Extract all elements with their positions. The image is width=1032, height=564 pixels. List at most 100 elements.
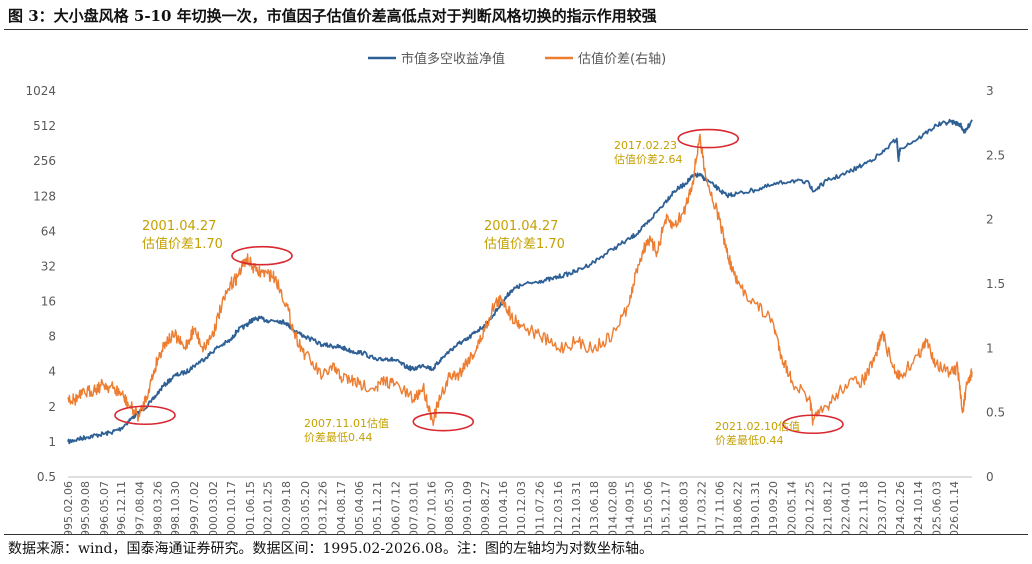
x-tick-label: 2025.06.03: [930, 481, 943, 534]
x-tick-label: 2022.11.18: [858, 481, 871, 534]
y-left-tick-label: 512: [33, 119, 56, 133]
x-tick-label: 1996.05.07: [98, 481, 111, 534]
y-left-tick-label: 0.5: [37, 470, 56, 484]
x-tick-label: 2006.07.12: [389, 481, 402, 534]
x-tick-label: 2008.05.30: [443, 481, 456, 534]
x-tick-label: 2003.05.20: [299, 481, 312, 534]
x-tick-label: 2002.01.25: [262, 481, 275, 534]
x-tick-label: 2012.03.16: [552, 481, 565, 534]
x-tick-label: 2017.11.06: [714, 481, 727, 534]
annotation-line1: 2001.04.27: [484, 219, 558, 234]
source-note: 数据来源：wind，国泰海通证券研究。数据区间：1995.02-2026.08。…: [8, 541, 653, 557]
x-tick-label: 2026.01.14: [948, 481, 961, 534]
x-tick-label: 2015.05.06: [642, 481, 655, 534]
x-tick-label: 2024.02.26: [894, 481, 907, 534]
x-tick-label: 2007.10.16: [425, 481, 438, 534]
x-tick-label: 1996.12.11: [115, 481, 128, 534]
x-tick-label: 2000.10.17: [225, 481, 238, 534]
x-tick-label: 1995.02.06: [62, 481, 75, 534]
x-tick-label: 2021.08.12: [821, 481, 834, 534]
annotation-line1: 2007.11.01估值: [304, 417, 389, 430]
annotation-line2: 价差最低0.44: [715, 433, 784, 447]
annotation-line1: 2001.04.27: [142, 219, 216, 234]
annotation-line2: 价差最低0.44: [304, 430, 373, 444]
y-left-tick-label: 1024: [25, 84, 56, 98]
x-tick-label: 2018.06.22: [731, 481, 744, 534]
highlight-ellipse: [231, 245, 293, 266]
x-axis: 1995.02.06 1995.09.08 1996.05.07 1996.12.11…: [62, 476, 972, 534]
legend: 市值多空收益净值 估值价差(右轴): [368, 51, 666, 67]
y-left-tick-label: 64: [41, 224, 56, 238]
y-right-tick-label: 2: [986, 213, 994, 227]
spread-series-line: [67, 133, 973, 426]
x-tick-label: 2019.01.31: [749, 481, 762, 534]
y-left-tick-label: 1: [48, 435, 56, 449]
y-right-tick-label: 0.5: [986, 406, 1005, 420]
highlight-ellipse: [114, 405, 176, 426]
annotation-layer: 2001.04.27估值价差1.702007.11.01估值价差最低0.4420…: [142, 139, 800, 447]
x-tick-label: 2022.04.01: [840, 481, 853, 534]
y-right-tick-label: 0: [986, 470, 994, 484]
figure-title: 图 3：大小盘风格 5-10 年切换一次，市值因子估值价差高低点对于判断风格切换…: [8, 7, 657, 25]
x-tick-label: 2003.12.26: [316, 481, 329, 534]
chart-area: 市值多空收益净值 估值价差(右轴) 0.512481632641282565121…: [25, 51, 1005, 534]
title-rule: [4, 29, 1028, 30]
x-tick-label: 2010.12.03: [515, 481, 528, 534]
annotation-line2: 估值价差2.64: [614, 152, 683, 166]
x-tick-label: 1999.07.02: [188, 481, 201, 534]
x-tick-label: 2002.09.18: [280, 481, 293, 534]
x-tick-label: 1998.03.26: [152, 481, 165, 534]
y-right-tick-label: 3: [986, 84, 994, 98]
x-tick-label: 2015.12.17: [659, 481, 672, 534]
y-left-tick-label: 16: [41, 295, 56, 309]
x-tick-label: 2009.08.27: [479, 481, 492, 534]
x-tick-label: 2013.06.18: [588, 481, 601, 534]
x-tick-label: 2000.03.02: [207, 481, 220, 534]
x-tick-label: 2020.12.25: [803, 481, 816, 534]
y-left-tick-label: 2: [48, 400, 56, 414]
y-right-axis: 0 0.5 1 1.5 2 2.5 3: [986, 84, 1005, 484]
source-rule: [4, 534, 1028, 535]
annotation-line2: 估值价差1.70: [484, 236, 565, 252]
x-tick-label: 2019.09.20: [767, 481, 780, 534]
annotation-line1: 2017.02.23: [614, 139, 677, 152]
x-tick-label: 2011.07.26: [534, 481, 547, 534]
annotation-line2: 估值价差1.70: [142, 236, 223, 252]
x-tick-label: 2024.10.14: [912, 481, 925, 534]
x-tick-label: 1998.10.30: [169, 481, 182, 534]
y-left-tick-label: 256: [33, 154, 56, 168]
y-left-tick-label: 8: [48, 330, 56, 344]
nav-series-line: [67, 118, 973, 445]
highlight-layer: [114, 128, 844, 435]
y-left-tick-label: 128: [33, 189, 56, 203]
x-tick-label: 2012.10.31: [570, 481, 583, 534]
x-tick-label: 2010.04.16: [497, 481, 510, 534]
annotation-line1: 2021.02.10估值: [715, 420, 800, 433]
x-tick-label: 2017.03.22: [696, 481, 709, 534]
y-right-tick-label: 2.5: [986, 148, 1005, 162]
highlight-ellipse: [782, 414, 844, 435]
highlight-ellipse: [412, 411, 475, 432]
series-layer: [67, 118, 973, 445]
x-tick-label: 2005.04.06: [353, 481, 366, 534]
y-right-tick-label: 1.5: [986, 277, 1005, 291]
x-tick-label: 2020.05.14: [786, 481, 799, 534]
legend-label: 市值多空收益净值: [401, 51, 505, 67]
x-tick-label: 2005.11.21: [371, 481, 384, 534]
x-tick-label: 2009.01.09: [461, 481, 474, 534]
highlight-ellipse: [677, 128, 740, 149]
x-tick-label: 2014.09.15: [624, 481, 637, 534]
x-tick-label: 2001.06.15: [244, 481, 257, 534]
x-tick-label: 1997.08.04: [133, 481, 146, 534]
x-tick-label: 2016.08.03: [677, 481, 690, 534]
y-left-tick-label: 32: [41, 259, 56, 273]
y-left-axis: 0.5 1 2 4 8 16 32 64 128 256 512 1024: [25, 84, 56, 484]
x-tick-label: 2014.02.08: [606, 481, 619, 534]
x-tick-label: 2023.07.10: [876, 481, 889, 534]
legend-label: 估值价差(右轴): [578, 51, 666, 67]
y-right-tick-label: 1: [986, 341, 994, 355]
x-tick-label: 2007.03.01: [407, 481, 420, 534]
y-left-tick-label: 4: [48, 365, 56, 379]
x-tick-label: 1995.09.08: [79, 481, 92, 534]
x-tick-label: 2004.08.17: [335, 481, 348, 534]
